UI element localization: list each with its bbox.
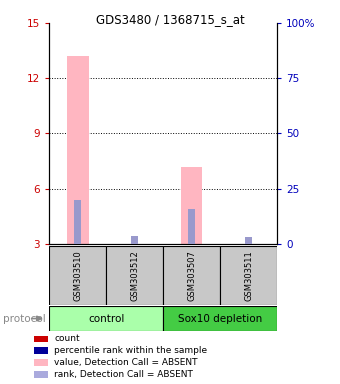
Text: count: count [54,334,80,343]
Text: Sox10 depletion: Sox10 depletion [178,313,262,324]
Bar [245,237,252,244]
Text: control: control [88,313,124,324]
Text: GSM303511: GSM303511 [244,250,253,301]
Bar [220,246,277,305]
Bar [67,56,89,244]
Bar [49,246,106,305]
Text: GSM303510: GSM303510 [73,250,82,301]
Bar [181,167,203,244]
Text: GDS3480 / 1368715_s_at: GDS3480 / 1368715_s_at [96,13,244,26]
Text: GSM303507: GSM303507 [187,250,196,301]
Bar [131,236,138,244]
Bar [106,246,163,305]
Bar [188,209,195,244]
Bar [163,246,220,305]
Text: value, Detection Call = ABSENT: value, Detection Call = ABSENT [54,358,198,367]
Text: protocol: protocol [3,313,46,324]
Text: percentile rank within the sample: percentile rank within the sample [54,346,207,355]
Bar [163,306,277,331]
Bar [49,306,163,331]
Text: rank, Detection Call = ABSENT: rank, Detection Call = ABSENT [54,370,193,379]
Text: GSM303512: GSM303512 [130,250,139,301]
Bar [74,200,82,244]
